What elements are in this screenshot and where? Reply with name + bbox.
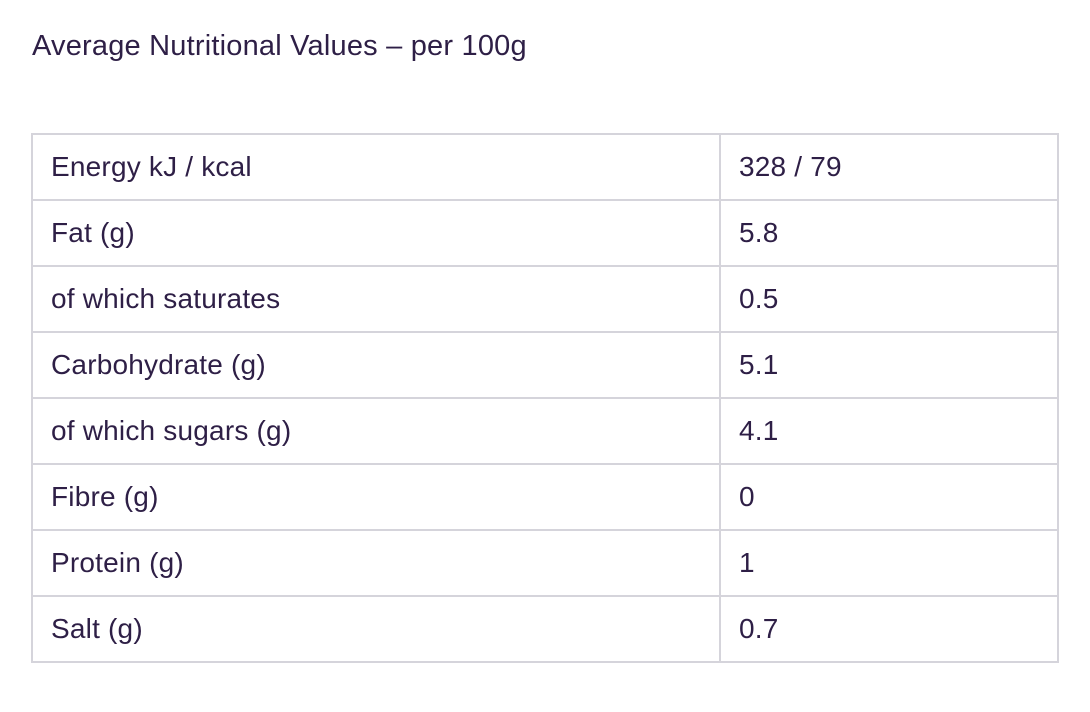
- nutrient-label: of which saturates: [31, 265, 721, 333]
- nutrient-label: Carbohydrate (g): [31, 331, 721, 399]
- table-row: of which sugars (g) 4.1: [31, 397, 1059, 465]
- nutrient-label: Energy kJ / kcal: [31, 133, 721, 201]
- table-row: Energy kJ / kcal 328 / 79: [31, 133, 1059, 201]
- table-row: of which saturates 0.5: [31, 265, 1059, 333]
- nutrient-value: 4.1: [719, 397, 1059, 465]
- nutrient-value: 328 / 79: [719, 133, 1059, 201]
- nutrient-label: Fibre (g): [31, 463, 721, 531]
- nutrient-value: 0.5: [719, 265, 1059, 333]
- page-title: Average Nutritional Values – per 100g: [32, 30, 527, 62]
- nutrient-label: of which sugars (g): [31, 397, 721, 465]
- table-row: Fat (g) 5.8: [31, 199, 1059, 267]
- nutrition-table: Energy kJ / kcal 328 / 79 Fat (g) 5.8 of…: [31, 133, 1059, 663]
- nutrient-value: 5.1: [719, 331, 1059, 399]
- table-row: Fibre (g) 0: [31, 463, 1059, 531]
- table-row: Salt (g) 0.7: [31, 595, 1059, 663]
- table-row: Protein (g) 1: [31, 529, 1059, 597]
- nutrient-value: 5.8: [719, 199, 1059, 267]
- nutrient-label: Fat (g): [31, 199, 721, 267]
- nutrient-value: 0: [719, 463, 1059, 531]
- nutrient-label: Salt (g): [31, 595, 721, 663]
- nutrient-value: 1: [719, 529, 1059, 597]
- nutrient-value: 0.7: [719, 595, 1059, 663]
- table-row: Carbohydrate (g) 5.1: [31, 331, 1059, 399]
- nutrient-label: Protein (g): [31, 529, 721, 597]
